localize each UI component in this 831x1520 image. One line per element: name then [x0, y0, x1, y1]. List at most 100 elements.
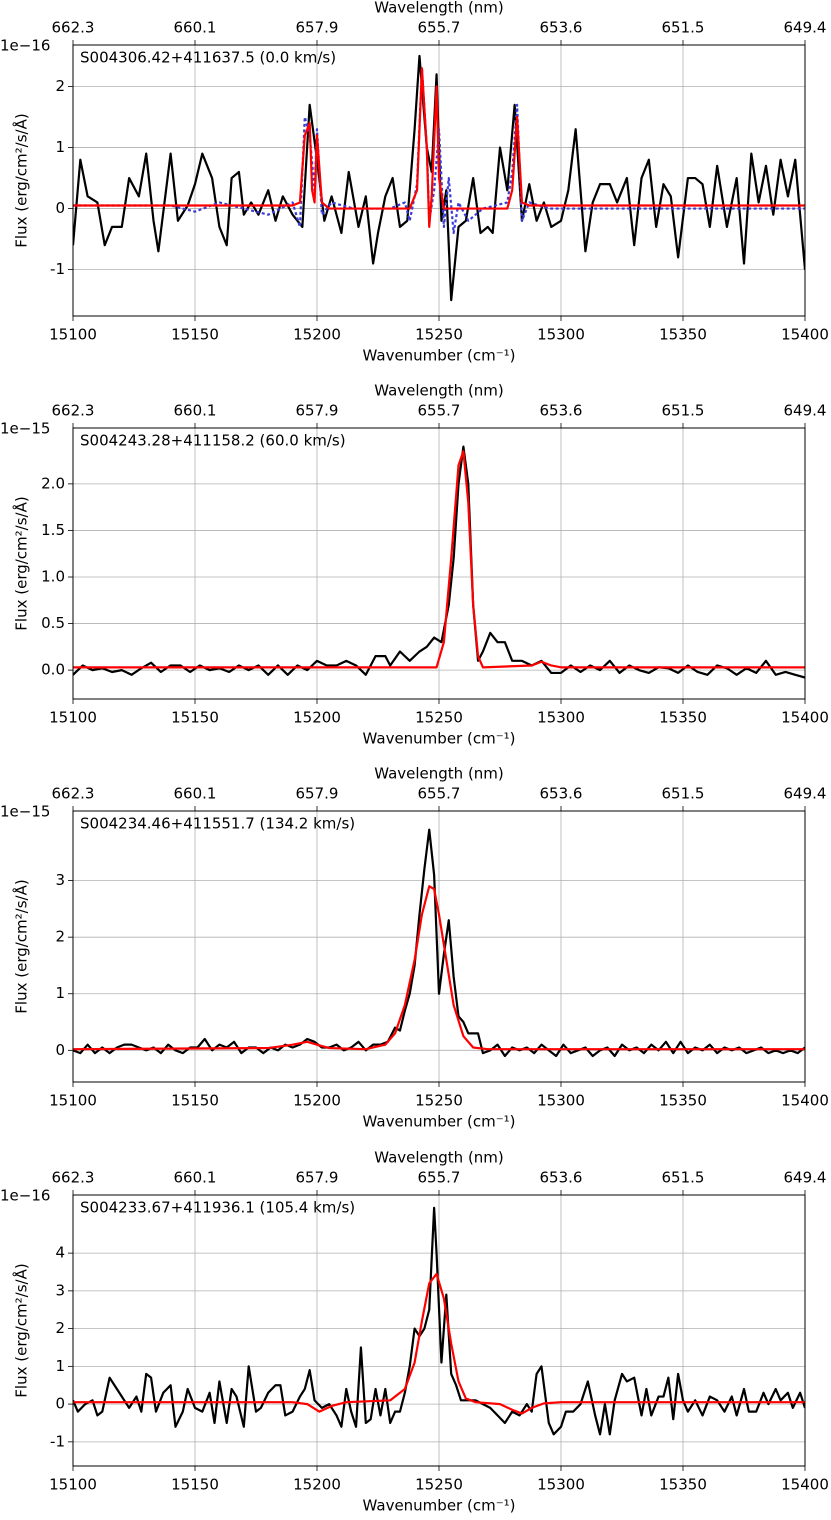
x2-tick-label: 662.3 [52, 402, 95, 420]
axes-frame [72, 810, 806, 1083]
x-tick-label: 15100 [49, 1476, 97, 1494]
x-tick-label: 15100 [49, 709, 97, 727]
y-tick-label: -1 [50, 260, 65, 278]
x2-tick-label: 653.6 [540, 402, 583, 420]
x-tick-label: 15400 [781, 709, 829, 727]
x2-tick-label: 651.5 [662, 785, 705, 803]
x2-tick-label: 660.1 [174, 785, 217, 803]
spectrum-line [73, 67, 805, 228]
x2-tick-label: 651.5 [662, 402, 705, 420]
y-tick-label: 2.0 [41, 474, 65, 492]
x-tick-label: 15200 [293, 326, 341, 344]
y-tick-label: 2 [55, 77, 65, 95]
x2-tick-label: 657.9 [296, 785, 339, 803]
x2-tick-label: 662.3 [52, 1169, 95, 1187]
y-tick-label: 1.5 [41, 521, 65, 539]
x-tick-label: 15250 [415, 709, 463, 727]
x-axis-label: Wavenumber (cm⁻¹) [363, 1497, 516, 1515]
x-tick-label: 15300 [537, 1092, 585, 1110]
x2-tick-label: 657.9 [296, 402, 339, 420]
x2-axis-label: Wavelength (nm) [374, 1149, 504, 1167]
x-tick-label: 15200 [293, 709, 341, 727]
y-tick-label: 0 [55, 1041, 65, 1059]
x-tick-label: 15350 [659, 709, 707, 727]
annotation: S004233.67+411936.1 (105.4 km/s) [80, 1199, 355, 1217]
y-tick-label: 0.5 [41, 614, 65, 632]
y-tick-label: 0 [55, 199, 65, 217]
x-tick-label: 15300 [537, 326, 585, 344]
x2-tick-label: 657.9 [296, 19, 339, 37]
x2-tick-label: 651.5 [662, 19, 705, 37]
y-tick-label: 3 [55, 1281, 65, 1299]
x-axis-label: Wavenumber (cm⁻¹) [363, 730, 516, 748]
y-tick-label: 2 [55, 1319, 65, 1337]
spectrum-line [73, 1206, 805, 1436]
x2-axis-label: Wavelength (nm) [374, 765, 504, 783]
x-tick-label: 15200 [293, 1092, 341, 1110]
panel: 15100 15150 15200 15250 15300 15350 15400 662.3… [0, 0, 829, 365]
x2-tick-label: 653.6 [540, 785, 583, 803]
x2-tick-label: 651.5 [662, 1169, 705, 1187]
y-offset-label: 1e−16 [0, 37, 50, 55]
x2-tick-label: 655.7 [418, 402, 461, 420]
annotation: S004306.42+411637.5 (0.0 km/s) [80, 49, 336, 67]
x-tick-label: 15350 [659, 326, 707, 344]
axes-frame [72, 427, 806, 700]
x2-axis-label: Wavelength (nm) [374, 382, 504, 400]
x2-tick-label: 653.6 [540, 1169, 583, 1187]
x-tick-label: 15100 [49, 1092, 97, 1110]
x2-axis-label: Wavelength (nm) [374, 0, 504, 17]
x2-tick-label: 655.7 [418, 785, 461, 803]
spectrum-line [73, 885, 805, 1051]
x-tick-label: 15300 [537, 1476, 585, 1494]
panel: 15100 15150 15200 15250 15300 15350 15400 662.3… [0, 1149, 829, 1515]
y-tick-label: 1 [55, 984, 65, 1002]
x-tick-label: 15250 [415, 326, 463, 344]
x-tick-label: 15350 [659, 1092, 707, 1110]
spectrum-line [73, 1272, 805, 1415]
y-tick-label: 3 [55, 871, 65, 889]
y-tick-label: 0 [55, 1395, 65, 1413]
spectrum-line [73, 67, 805, 235]
y-tick-label: -1 [50, 1432, 65, 1450]
x2-tick-label: 662.3 [52, 19, 95, 37]
x-tick-label: 15150 [171, 709, 219, 727]
y-offset-label: 1e−15 [0, 803, 50, 821]
y-tick-label: 2 [55, 928, 65, 946]
y-offset-label: 1e−16 [0, 1187, 50, 1205]
x2-tick-label: 655.7 [418, 19, 461, 37]
x-tick-label: 15150 [171, 326, 219, 344]
x-tick-label: 15250 [415, 1092, 463, 1110]
x-tick-label: 15400 [781, 1476, 829, 1494]
spectrum-line [73, 450, 805, 669]
x2-tick-label: 649.4 [784, 1169, 827, 1187]
axes-frame [72, 1194, 806, 1467]
axes-frame [72, 44, 806, 317]
x2-tick-label: 649.4 [784, 402, 827, 420]
x2-tick-label: 660.1 [174, 402, 217, 420]
x-tick-label: 15200 [293, 1476, 341, 1494]
panel: 15100 15150 15200 15250 15300 15350 15400 662.3… [0, 765, 829, 1131]
x-tick-label: 15150 [171, 1476, 219, 1494]
y-axis-label: Flux (erg/cm²/s/Å) [12, 496, 31, 630]
x-tick-label: 15400 [781, 326, 829, 344]
x-tick-label: 15300 [537, 709, 585, 727]
y-axis-label: Flux (erg/cm²/s/Å) [12, 879, 31, 1013]
y-tick-label: 1.0 [41, 568, 65, 586]
x2-tick-label: 653.6 [540, 19, 583, 37]
y-tick-label: 1 [55, 138, 65, 156]
x2-tick-label: 655.7 [418, 1169, 461, 1187]
y-offset-label: 1e−15 [0, 420, 50, 438]
panel: 15100 15150 15200 15250 15300 15350 15400 662.3… [0, 382, 829, 748]
y-tick-label: 1 [55, 1357, 65, 1375]
y-axis-label: Flux (erg/cm²/s/Å) [12, 113, 31, 247]
x2-tick-label: 657.9 [296, 1169, 339, 1187]
x2-tick-label: 660.1 [174, 19, 217, 37]
annotation: S004243.28+411158.2 (60.0 km/s) [80, 432, 346, 450]
x-tick-label: 15150 [171, 1092, 219, 1110]
x2-tick-label: 660.1 [174, 1169, 217, 1187]
x-tick-label: 15250 [415, 1476, 463, 1494]
x2-tick-label: 662.3 [52, 785, 95, 803]
x2-tick-label: 649.4 [784, 19, 827, 37]
